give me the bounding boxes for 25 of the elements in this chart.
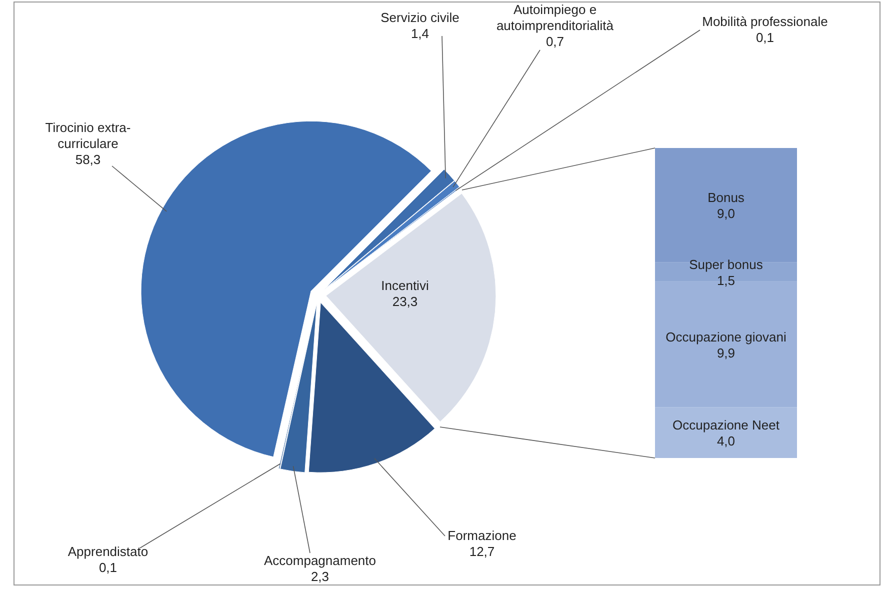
data-label: 58,3: [75, 152, 101, 167]
slice-label: Apprendistato: [68, 544, 148, 559]
series-label: Super bonus: [689, 256, 764, 272]
data-label: 4,0: [716, 434, 736, 449]
data-label: 9,9: [716, 345, 736, 360]
slice-label: Incentivi: [381, 278, 429, 293]
slice-label: Autoimpiego e autoimprenditorialità: [496, 2, 614, 33]
data-label: 0,7: [546, 34, 564, 49]
slice-label: Tirocinio extra-curriculare: [45, 120, 131, 151]
slice-label: Formazione: [448, 528, 516, 543]
data-label: 9,0: [716, 206, 736, 222]
data-label: 23,3: [392, 294, 418, 309]
series-label: Occupazione Neet: [672, 418, 780, 433]
series-label: Bonus: [708, 190, 745, 206]
data-label: 0,1: [756, 30, 774, 45]
slice-label: Accompagnamento: [264, 553, 376, 568]
slice-label: Servizio civile: [380, 10, 460, 25]
data-label: 0,1: [98, 560, 118, 575]
data-label: 1,4: [410, 26, 430, 41]
data-label: 2,3: [310, 569, 330, 584]
series-label: Occupazione giovani: [666, 329, 786, 344]
data-label: 1,5: [716, 272, 736, 288]
slice-label: Mobilità professionale: [702, 14, 828, 29]
data-label: 12,7: [469, 544, 495, 559]
bar: [655, 407, 797, 458]
